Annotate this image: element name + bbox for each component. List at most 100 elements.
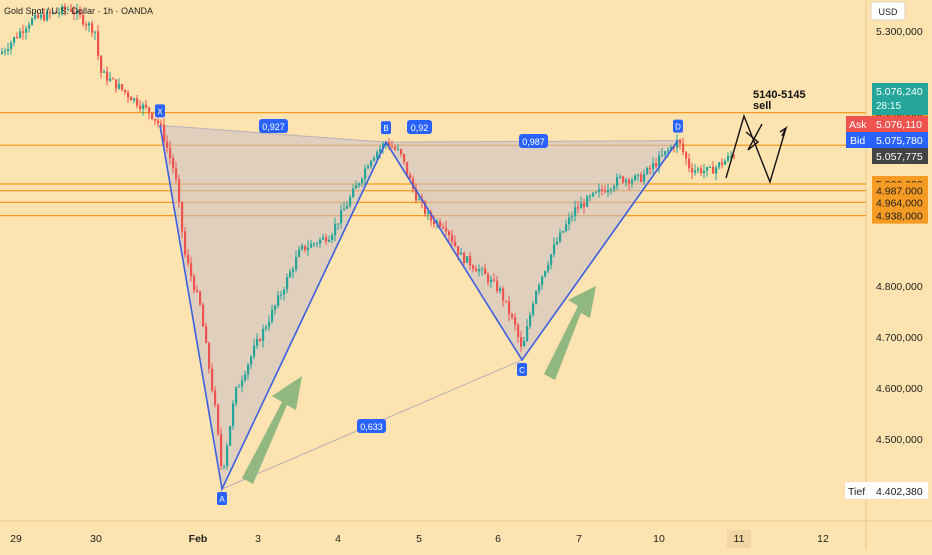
candle <box>103 69 106 74</box>
candle <box>205 322 208 344</box>
point-label-x[interactable]: X <box>155 104 165 118</box>
ratio-label-ac[interactable]: 0,92 <box>407 120 432 134</box>
candle <box>403 153 406 165</box>
ratio-text-ac: 0,92 <box>411 123 429 133</box>
candle <box>586 194 589 208</box>
candle <box>313 242 316 248</box>
candle <box>202 302 205 327</box>
candle <box>334 217 337 242</box>
candle <box>298 246 301 258</box>
projection-arrowhead <box>779 125 788 137</box>
candle <box>634 173 637 182</box>
time-label-text: 3 <box>255 533 261 545</box>
time-axis[interactable]: 29 30 Feb 3 4 5 6 7 10 11 12 <box>10 530 829 548</box>
candle <box>472 263 475 273</box>
candle <box>163 118 166 147</box>
candle <box>310 239 313 249</box>
candle <box>7 42 10 55</box>
candle <box>250 354 253 370</box>
candle <box>637 173 640 182</box>
candle <box>208 341 211 374</box>
candle <box>463 251 466 265</box>
candle <box>481 266 484 276</box>
candle <box>112 77 115 80</box>
candle <box>25 25 28 40</box>
candle <box>478 264 481 277</box>
candle <box>187 249 190 267</box>
low-price-value: 4.402,380 <box>876 486 923 498</box>
candle <box>145 100 148 110</box>
point-label-a[interactable]: A <box>217 491 227 505</box>
candle <box>697 166 700 174</box>
bid-tag <box>846 132 872 148</box>
point-label-text: X <box>157 107 163 116</box>
symbol-title[interactable]: Gold Spot / U.S. Dollar · 1h · OANDA <box>4 6 153 16</box>
candle <box>640 171 643 183</box>
candle <box>265 324 268 332</box>
point-label-d[interactable]: D <box>673 119 683 133</box>
candle <box>43 8 46 22</box>
candle <box>415 183 418 204</box>
extra-price-value: 5.057,775 <box>876 151 923 163</box>
candle <box>652 157 655 174</box>
candle <box>424 199 427 217</box>
candle <box>343 202 346 211</box>
candle <box>475 265 478 272</box>
candle <box>235 386 238 407</box>
harmonic-pattern-line[interactable] <box>159 125 679 492</box>
candle <box>484 263 487 275</box>
time-label-text: 12 <box>817 533 829 545</box>
time-label-text: 5 <box>416 533 422 545</box>
level-price-text: 4.964,000 <box>876 197 923 209</box>
candle <box>190 256 193 282</box>
ratio-label-bd[interactable]: 0,987 <box>519 134 548 148</box>
point-label-text: C <box>519 366 525 375</box>
candle <box>319 237 322 248</box>
candle <box>523 336 526 347</box>
candle <box>607 184 610 197</box>
candle <box>499 285 502 294</box>
candle <box>61 4 64 16</box>
candle <box>556 237 559 246</box>
candle <box>589 194 592 202</box>
candle <box>400 148 403 158</box>
price-scale[interactable]: USD 5.300,000 4.800,000 4.700,000 4.600,000… <box>845 1 928 499</box>
candle <box>199 290 202 307</box>
candle <box>613 183 616 193</box>
candle <box>64 3 67 16</box>
ratio-text-xa: 0,633 <box>360 422 383 432</box>
point-label-b[interactable]: B <box>381 121 391 135</box>
candle <box>175 161 178 184</box>
candle <box>733 154 736 160</box>
candle <box>355 180 358 189</box>
candle <box>196 285 199 293</box>
candle <box>538 283 541 295</box>
candle <box>643 169 646 185</box>
candle <box>532 301 535 317</box>
candle <box>352 184 355 199</box>
candle <box>541 275 544 290</box>
candle <box>91 20 94 37</box>
candle <box>502 286 505 308</box>
point-label-text: B <box>383 124 388 133</box>
candle <box>619 173 622 180</box>
currency-badge[interactable] <box>870 1 906 21</box>
ratio-label-xa[interactable]: 0,633 <box>357 419 386 433</box>
candle <box>97 25 100 61</box>
ratio-label-xb[interactable]: 0,927 <box>259 119 288 133</box>
candle <box>466 256 469 264</box>
price-ticks: 5.300,000 4.800,000 4.700,000 4.600,000 4.50… <box>876 26 923 446</box>
candle <box>604 185 607 194</box>
point-label-c[interactable]: C <box>517 362 527 376</box>
candle <box>508 295 511 322</box>
time-label-text: 6 <box>495 533 501 545</box>
candle <box>442 223 445 230</box>
candle <box>127 90 130 103</box>
candle <box>184 226 187 258</box>
candle <box>487 271 490 286</box>
candle <box>460 248 463 255</box>
candle <box>505 300 508 304</box>
candle <box>121 83 124 92</box>
